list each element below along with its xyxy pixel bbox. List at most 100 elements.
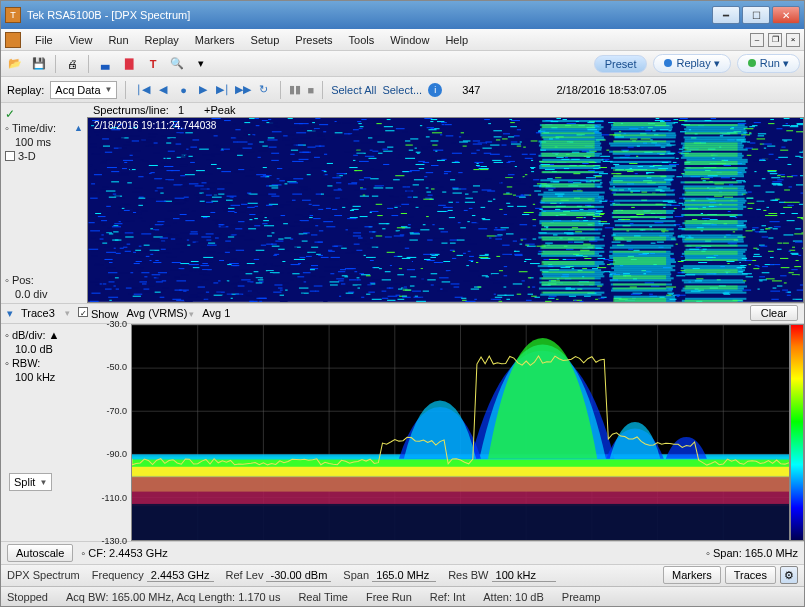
menu-window[interactable]: Window — [382, 32, 437, 48]
print-icon[interactable]: 🖨 — [62, 54, 82, 74]
3d-checkbox[interactable]: 3-D — [5, 149, 83, 163]
svg-rect-873 — [772, 181, 781, 182]
span-label[interactable]: Span: 165.0 MHz — [713, 547, 798, 559]
span-field[interactable]: 165.0 MHz — [372, 569, 436, 582]
svg-rect-1946 — [294, 259, 304, 260]
svg-rect-1327 — [331, 214, 338, 215]
svg-rect-813 — [555, 177, 561, 178]
menu-tools[interactable]: Tools — [341, 32, 383, 48]
svg-rect-1881 — [515, 255, 523, 256]
svg-rect-1656 — [495, 239, 502, 240]
save-icon[interactable]: 💾 — [29, 54, 49, 74]
svg-rect-2181 — [297, 276, 304, 277]
window-maximize-button[interactable]: ☐ — [742, 6, 770, 24]
pos-label[interactable]: ◦ Pos: — [5, 273, 83, 287]
menu-replay[interactable]: Replay — [137, 32, 187, 48]
svg-rect-2161 — [504, 275, 508, 276]
time-div-field[interactable]: ◦ Time/div:▲ — [5, 121, 83, 135]
center-freq-label[interactable]: CF: 2.4453 GHz — [88, 547, 167, 559]
svg-rect-79 — [488, 123, 491, 124]
transport-last-button[interactable]: ▶▶ — [234, 81, 252, 99]
svg-rect-2463 — [402, 297, 411, 298]
dpx-spectrum-display[interactable] — [131, 324, 790, 542]
trigger-tool-icon[interactable]: T — [143, 54, 163, 74]
mdi-restore-button[interactable]: ❐ — [768, 33, 782, 47]
spectrogram-peak-mode[interactable]: +Peak — [204, 104, 236, 116]
svg-rect-389 — [262, 146, 267, 147]
transport-next-button[interactable]: ▶∣ — [214, 81, 232, 99]
rbw-field[interactable]: ◦ RBW: — [5, 356, 83, 370]
menu-setup[interactable]: Setup — [243, 32, 288, 48]
svg-rect-2384 — [368, 292, 375, 293]
window-minimize-button[interactable]: ━ — [712, 6, 740, 24]
split-mode-dropdown[interactable]: Split▼ — [9, 473, 52, 491]
svg-rect-275 — [268, 138, 275, 139]
transport-record-button[interactable]: ■ — [307, 84, 314, 96]
svg-rect-1720 — [777, 243, 782, 244]
svg-rect-2691 — [613, 277, 666, 279]
svg-rect-1874 — [423, 254, 430, 255]
settings-gear-icon[interactable]: ⚙ — [780, 566, 798, 584]
menu-view[interactable]: View — [61, 32, 101, 48]
info-icon[interactable]: i — [428, 83, 442, 97]
resbw-field[interactable]: 100 kHz — [492, 569, 556, 582]
svg-rect-959 — [360, 188, 363, 189]
mdi-minimize-button[interactable]: – — [750, 33, 764, 47]
preset-button[interactable]: Preset — [594, 55, 648, 73]
app-menu-icon[interactable] — [5, 32, 21, 48]
ref-level-field[interactable]: -30.00 dBm — [266, 569, 331, 582]
spectrogram-display[interactable]: 2/18/2016 19:11:24.744038 — [87, 117, 804, 303]
menu-help[interactable]: Help — [437, 32, 476, 48]
avg-type-dropdown[interactable]: Avg (VRMS)▾ — [126, 307, 194, 319]
avg-count[interactable]: Avg 1 — [202, 307, 230, 319]
svg-rect-1578 — [802, 233, 803, 234]
replay-source-dropdown[interactable]: Acq Data▼ — [50, 81, 117, 99]
transport-stop-button[interactable]: ● — [174, 81, 192, 99]
run-button[interactable]: Run ▾ — [737, 54, 800, 73]
svg-rect-2482 — [556, 299, 558, 300]
svg-rect-1294 — [800, 212, 803, 213]
replay-mode-button[interactable]: Replay ▾ — [653, 54, 730, 73]
db-div-field[interactable]: ◦ dB/div:▲ — [5, 328, 83, 342]
menu-file[interactable]: File — [27, 32, 61, 48]
svg-rect-934 — [754, 186, 761, 187]
svg-rect-819 — [524, 177, 530, 178]
svg-rect-1568 — [575, 232, 582, 233]
traces-button[interactable]: Traces — [725, 566, 776, 584]
svg-rect-1398 — [621, 219, 630, 220]
transport-prev-button[interactable]: ◀ — [154, 81, 172, 99]
menu-run[interactable]: Run — [100, 32, 136, 48]
select-button[interactable]: Select... — [382, 84, 422, 96]
transport-loop-button[interactable]: ↻ — [254, 81, 272, 99]
dpx-tool-icon[interactable]: ▇ — [119, 54, 139, 74]
svg-rect-262 — [88, 137, 90, 138]
transport-pause-button[interactable]: ▮▮ — [289, 83, 301, 96]
window-close-button[interactable]: ✕ — [772, 6, 800, 24]
trace-name[interactable]: Trace3 — [21, 307, 55, 319]
transport-first-button[interactable]: ∣◀ — [134, 81, 152, 99]
mdi-close-button[interactable]: × — [786, 33, 800, 47]
marker-tool-icon[interactable]: ▾ — [191, 54, 211, 74]
select-all-button[interactable]: Select All — [331, 84, 376, 96]
svg-rect-224 — [148, 133, 151, 134]
svg-rect-2440 — [343, 296, 352, 297]
svg-rect-1234 — [412, 208, 422, 209]
svg-rect-2552 — [539, 167, 600, 169]
svg-rect-2458 — [495, 297, 502, 298]
clear-button[interactable]: Clear — [750, 305, 798, 321]
svg-rect-4 — [680, 118, 688, 119]
svg-rect-2594 — [542, 253, 595, 255]
svg-rect-999 — [407, 191, 412, 192]
autoscale-button[interactable]: Autoscale — [7, 544, 73, 562]
svg-rect-2560 — [543, 192, 604, 194]
spectrum-tool-icon[interactable]: ▃ — [95, 54, 115, 74]
zoom-tool-icon[interactable]: 🔍 — [167, 54, 187, 74]
transport-play-button[interactable]: ▶ — [194, 81, 212, 99]
markers-button[interactable]: Markers — [663, 566, 721, 584]
trace-expand-icon[interactable]: ▾ — [7, 307, 13, 320]
menu-markers[interactable]: Markers — [187, 32, 243, 48]
menu-presets[interactable]: Presets — [287, 32, 340, 48]
open-icon[interactable]: 📂 — [5, 54, 25, 74]
svg-rect-1041 — [268, 194, 276, 195]
frequency-field[interactable]: 2.4453 GHz — [147, 569, 214, 582]
